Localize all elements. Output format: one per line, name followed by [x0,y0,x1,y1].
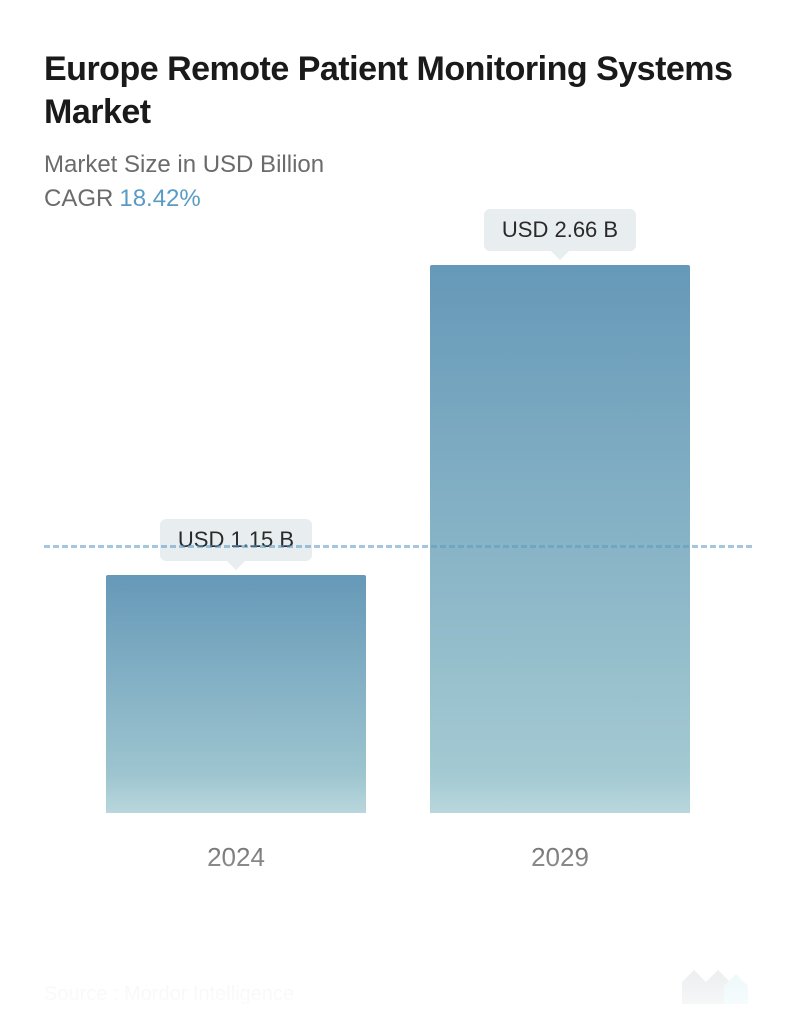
source-text: Source : Mordor Intelligence [44,983,294,1006]
chart-area: USD 1.15 B USD 2.66 B 2024 2029 [44,233,752,873]
bars-wrap: USD 1.15 B USD 2.66 B [44,253,752,813]
cagr-value: 18.42% [119,185,200,212]
bar-2024 [106,575,366,813]
x-label-2029: 2029 [430,842,690,873]
bar-col-2029: USD 2.66 B [430,209,690,813]
value-label-2029: USD 2.66 B [484,209,636,251]
cagr-label: CAGR [44,185,113,212]
chart-subtitle: Market Size in USD Billion [44,151,752,179]
chart-title: Europe Remote Patient Monitoring Systems… [44,48,752,133]
chart-container: Europe Remote Patient Monitoring Systems… [0,0,796,1034]
value-label-2024: USD 1.15 B [160,519,312,561]
x-label-2024: 2024 [106,842,366,873]
bar-2029 [430,265,690,813]
footer: Source : Mordor Intelligence [44,964,752,1006]
bar-col-2024: USD 1.15 B [106,519,366,813]
brand-logo [680,964,752,1006]
reference-line [44,545,752,548]
logo-icon [680,964,752,1006]
x-axis-labels: 2024 2029 [44,842,752,873]
